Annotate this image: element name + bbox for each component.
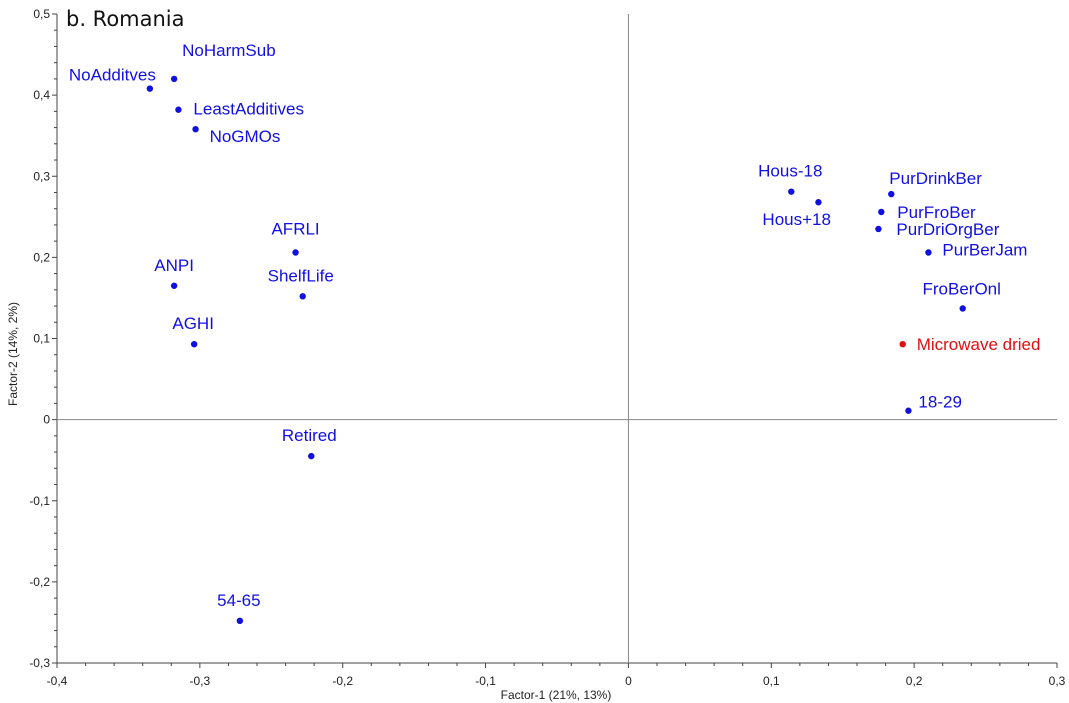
point-label-noadditves: NoAdditves bbox=[69, 66, 156, 85]
y-tick-label: -0,1 bbox=[29, 494, 50, 508]
point-leastadditives bbox=[175, 106, 182, 113]
point-hous-18 bbox=[788, 188, 795, 195]
point-label-noharmsub: NoHarmSub bbox=[182, 41, 276, 60]
point-label-retired: Retired bbox=[282, 426, 337, 445]
point-label-anpi: ANPI bbox=[154, 256, 194, 275]
point-label-afrli: AFRLI bbox=[271, 220, 319, 239]
point-purberjam bbox=[925, 249, 932, 256]
point-18-29 bbox=[905, 407, 912, 414]
point-nogmos bbox=[192, 125, 199, 133]
chart-title: b. Romania bbox=[66, 7, 185, 31]
point-retired bbox=[308, 452, 315, 460]
y-tick-label: 0,5 bbox=[33, 7, 50, 21]
x-tick-label: -0,4 bbox=[47, 674, 68, 688]
y-tick-label: -0,2 bbox=[29, 575, 50, 589]
point-purdrinkber bbox=[888, 190, 895, 198]
point-noadditves bbox=[146, 85, 154, 92]
y-tick-label: 0,2 bbox=[33, 250, 50, 264]
x-axis-title: Factor-1 (21%, 13%) bbox=[501, 688, 612, 702]
point-purdriorgber bbox=[875, 225, 882, 233]
point-label-aghi: AGHI bbox=[172, 314, 214, 333]
data-points: NoAdditves NoHarmSub LeastAdditives NoGMOs A… bbox=[69, 41, 1041, 625]
y-tick-label: 0,1 bbox=[33, 332, 50, 346]
point-label-purfrober: PurFroBer bbox=[897, 203, 976, 222]
point-microwave-dried bbox=[899, 340, 906, 348]
point-hous-18 bbox=[815, 199, 822, 206]
point-afrli bbox=[292, 249, 299, 256]
x-axis-ticks: -0,4 -0,3 -0,2 -0,1 0 0,1 0,2 0,3 bbox=[47, 663, 1066, 688]
point-54-65 bbox=[236, 617, 244, 625]
y-axis-ticks: -0,3 -0,2 -0,1 0 0,1 0,2 0,3 0,4 0,5 bbox=[29, 7, 57, 670]
point-aghi bbox=[190, 340, 198, 348]
y-tick-label: -0,3 bbox=[29, 656, 50, 670]
x-tick-label: -0,1 bbox=[475, 674, 496, 688]
point-label-hous-18: Hous+18 bbox=[762, 210, 831, 229]
x-tick-label: 0 bbox=[625, 674, 632, 688]
point-label-54-65: 54-65 bbox=[217, 591, 260, 610]
point-label-froberonl: FroBerOnl bbox=[923, 279, 1001, 298]
point-label-nogmos: NoGMOs bbox=[210, 127, 281, 146]
point-anpi bbox=[170, 282, 178, 289]
point-label-leastadditives: LeastAdditives bbox=[193, 100, 304, 119]
y-tick-label: 0,4 bbox=[33, 88, 50, 102]
y-tick-label: 0 bbox=[43, 413, 50, 427]
point-label-microwave-dried: Microwave dried bbox=[917, 335, 1041, 354]
y-tick-label: 0,3 bbox=[33, 169, 50, 183]
point-label-purdriorgber: PurDriOrgBer bbox=[896, 220, 999, 239]
point-purfrober bbox=[878, 208, 885, 216]
x-tick-label: -0,3 bbox=[190, 674, 211, 688]
point-noharmsub bbox=[170, 75, 178, 83]
point-shelflife bbox=[299, 293, 306, 300]
point-label-shelflife: ShelfLife bbox=[268, 266, 334, 285]
x-tick-label: 0,1 bbox=[763, 674, 780, 688]
point-label-18-29: 18-29 bbox=[918, 393, 961, 412]
x-tick-label: -0,2 bbox=[332, 674, 353, 688]
y-axis-title: Factor-2 (14%, 2%) bbox=[6, 302, 20, 406]
x-tick-label: 0,3 bbox=[1049, 674, 1066, 688]
point-label-hous-18: Hous-18 bbox=[758, 162, 822, 181]
point-label-purberjam: PurBerJam bbox=[942, 241, 1027, 260]
x-tick-label: 0,2 bbox=[906, 674, 923, 688]
point-froberonl bbox=[959, 305, 966, 312]
point-label-purdrinkber: PurDrinkBer bbox=[889, 169, 982, 188]
